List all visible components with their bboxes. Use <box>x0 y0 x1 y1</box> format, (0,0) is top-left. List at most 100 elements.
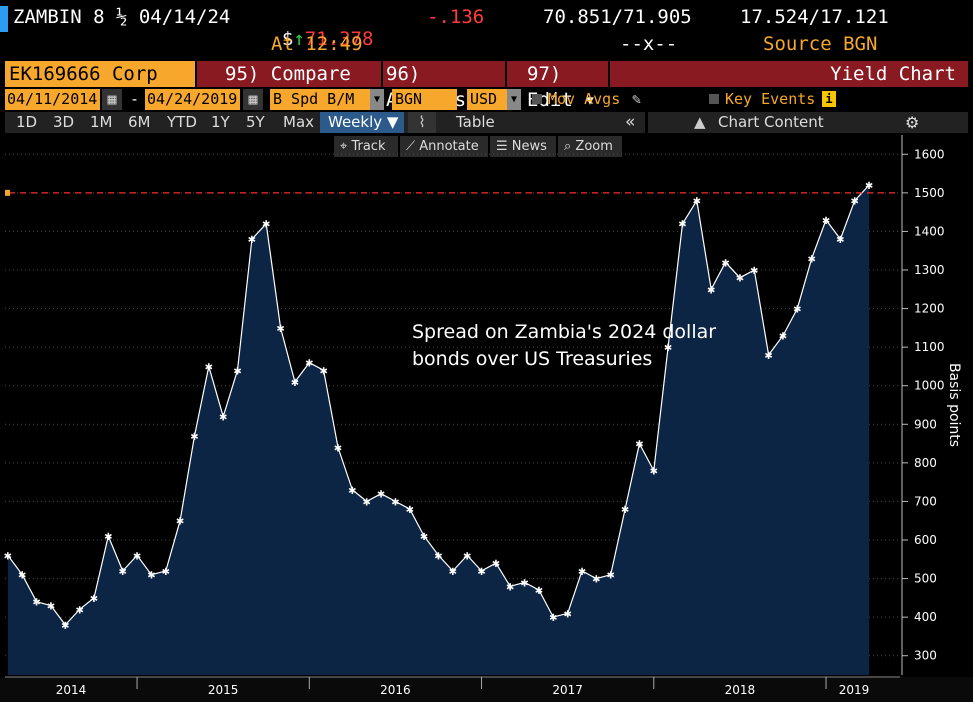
period-ytd[interactable]: YTD <box>167 113 197 131</box>
news-tool[interactable]: ☰ News <box>490 136 556 157</box>
reference-marker <box>5 189 10 196</box>
x-tick-label: 2019 <box>839 683 870 697</box>
price-value: 71.378 <box>304 28 374 50</box>
data-point: ✱ <box>764 351 772 362</box>
data-point: ✱ <box>635 440 643 451</box>
compare-menu[interactable]: 95) Compare <box>197 61 381 87</box>
x-axis: 2014 2015 2016 2017 2018 2019 <box>0 676 973 702</box>
data-point: ✱ <box>549 613 557 624</box>
start-calendar-icon[interactable]: ▦ <box>102 89 122 110</box>
table-button[interactable]: Table <box>456 113 495 131</box>
currency-field[interactable]: USD <box>467 89 507 110</box>
annotate-tool[interactable]: ⟋ Annotate <box>400 136 488 157</box>
frequency-value: Weekly ▼ <box>328 113 399 131</box>
chart-content-bar <box>648 112 968 133</box>
yields: 17.524/17.121 <box>740 6 889 28</box>
source-value: BGN <box>395 90 423 108</box>
data-point: ✱ <box>434 551 442 562</box>
period-1m[interactable]: 1M <box>90 113 113 131</box>
period-3d[interactable]: 3D <box>53 113 75 131</box>
field-select[interactable]: B Spd B/M <box>270 89 370 110</box>
data-point: ✱ <box>4 551 12 562</box>
data-point: ✱ <box>822 216 830 227</box>
info-icon[interactable]: i <box>822 91 836 107</box>
data-point: ✱ <box>592 575 600 586</box>
key-events-label[interactable]: Key Events <box>725 90 816 108</box>
data-point: ✱ <box>119 567 127 578</box>
zoom-label: Zoom <box>575 139 613 154</box>
annotate-icon: ⟋ <box>406 139 420 154</box>
period-5y[interactable]: 5Y <box>246 113 265 131</box>
x-tick-label: 2017 <box>552 683 583 697</box>
price-prefix: $ <box>281 28 294 50</box>
currency-value: USD <box>470 90 498 108</box>
end-calendar-icon[interactable]: ▦ <box>243 89 263 110</box>
end-date-field[interactable]: 04/24/2019 <box>145 89 240 110</box>
track-label: Track <box>351 139 386 154</box>
data-point: ✱ <box>319 366 327 377</box>
range-dash: - <box>130 90 140 108</box>
data-point: ✱ <box>621 505 629 516</box>
field-dropdown-icon[interactable]: ▼ <box>370 89 384 110</box>
y-tick-label: 1100 <box>914 340 945 354</box>
data-point: ✱ <box>248 235 256 246</box>
data-point: ✱ <box>750 266 758 277</box>
data-point: ✱ <box>463 551 471 562</box>
period-6m[interactable]: 6M <box>128 113 151 131</box>
data-point: ✱ <box>18 571 26 582</box>
chart-content-button[interactable]: Chart Content <box>718 113 824 131</box>
y-tick-label: 800 <box>914 456 937 470</box>
x-tick-label: 2015 <box>208 683 239 697</box>
data-point: ✱ <box>276 324 284 335</box>
spread-chart[interactable]: ✱ ✱ ✱ ✱ ✱ ✱ ✱ ✱ ✱ ✱ ✱ ✱ ✱ ✱ ✱ ✱ ✱ ✱ ✱ ✱ ✱ ✱ ✱ ✱ ✱ ✱ ✱ ✱ ✱ ✱ ✱ ✱ ✱ ✱ ✱ ✱ ✱ ✱ ✱ ✱… <box>0 135 973 702</box>
source-field[interactable]: BGN <box>392 89 457 110</box>
y-tick-label: 1500 <box>914 186 945 200</box>
start-date-field[interactable]: 04/11/2014 <box>5 89 100 110</box>
price-change: -.136 <box>427 6 485 28</box>
y-tick-label: 500 <box>914 572 937 586</box>
data-point: ✱ <box>147 571 155 582</box>
mov-avgs-checkbox[interactable] <box>532 94 542 104</box>
data-point: ✱ <box>520 578 528 589</box>
currency-dropdown-icon[interactable]: ▼ <box>507 89 521 110</box>
data-point: ✱ <box>305 359 313 370</box>
actions-menu[interactable]: 96) Actions ▾ <box>383 61 505 111</box>
zoom-tool[interactable]: ⌕ Zoom <box>558 136 622 157</box>
data-point: ✱ <box>406 505 414 516</box>
frequency-select[interactable]: Weekly ▼ <box>320 112 404 133</box>
edit-menu[interactable]: 97) Edit ▾ <box>507 61 608 111</box>
period-1d[interactable]: 1D <box>16 113 38 131</box>
compare-label: 95) Compare <box>225 63 351 85</box>
data-point: ✱ <box>836 235 844 246</box>
y-tick-label: 900 <box>914 417 937 431</box>
security-field[interactable]: EK169666 Corp <box>5 61 195 87</box>
bid-ask: 70.851/71.905 <box>543 6 692 28</box>
y-tick-label: 1400 <box>914 224 945 238</box>
news-label: News <box>511 139 547 154</box>
data-point: ✱ <box>736 274 744 285</box>
collapse-button[interactable]: « <box>625 112 636 132</box>
up-arrow-icon: ↑ <box>293 28 305 50</box>
ticker-label[interactable]: ZAMBIN 8 ½ 04/14/24 <box>13 6 231 28</box>
y-tick-label: 1200 <box>914 302 945 316</box>
mov-avgs-label[interactable]: Mov Avgs <box>548 90 621 108</box>
x-tick-label: 2014 <box>56 683 87 697</box>
data-point: ✱ <box>779 332 787 343</box>
data-point: ✱ <box>693 197 701 208</box>
chart-name[interactable]: Yield Chart <box>610 61 968 87</box>
line-chart-icon[interactable]: ⌇ <box>408 112 436 133</box>
period-max[interactable]: Max <box>283 113 315 131</box>
data-point: ✱ <box>449 567 457 578</box>
spread-area <box>7 185 870 675</box>
data-point: ✱ <box>477 567 485 578</box>
pencil-icon[interactable]: ✎ <box>632 90 642 108</box>
settings-gear-icon[interactable]: ⚙ <box>905 113 920 132</box>
track-tool[interactable]: ⌖ Track <box>334 136 398 157</box>
y-tick-label: 400 <box>914 610 937 624</box>
data-point: ✱ <box>190 432 198 443</box>
period-1y[interactable]: 1Y <box>211 113 230 131</box>
y-tick-label: 600 <box>914 533 937 547</box>
data-point: ✱ <box>75 605 83 616</box>
key-events-checkbox[interactable] <box>709 94 719 104</box>
data-point: ✱ <box>793 305 801 316</box>
